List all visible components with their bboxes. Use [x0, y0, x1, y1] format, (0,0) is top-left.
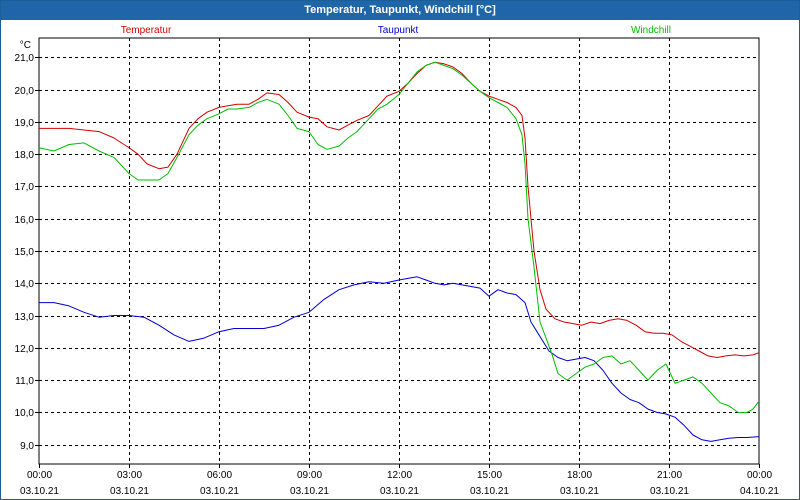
x-tick-label-date: 04.10.21 — [740, 486, 779, 497]
x-tick-label-time: 18:00 — [567, 470, 592, 481]
chart-svg: 9,0 10,0 11,0 12,0 13,0 14,0 15,0 16,0 17,0 18,0 1… — [15, 25, 780, 497]
series — [38, 61, 760, 442]
chart-title: Temperatur, Taupunkt, Windchill [°C] — [1, 1, 799, 20]
y-tick-label: 10,0 — [15, 408, 35, 419]
legend-temperatur: Temperatur — [121, 25, 172, 36]
x-tick-label-date: 03.10.21 — [470, 486, 509, 497]
x-tick-label-date: 03.10.21 — [200, 486, 239, 497]
x-tick-label-time: 21:00 — [657, 470, 682, 481]
series-line-temperatur — [39, 61, 760, 358]
legend: Temperatur Taupunkt Windchill — [121, 25, 671, 36]
y-tick-label: 12,0 — [15, 344, 35, 355]
series-line-taupunkt — [39, 276, 760, 442]
y-tick-label: 19,0 — [15, 118, 35, 129]
y-tick-label: 16,0 — [15, 215, 35, 226]
y-tick-label: 9,0 — [20, 441, 34, 452]
y-tick-label: 14,0 — [15, 279, 35, 290]
x-tick-label-time: 03:00 — [117, 470, 142, 481]
y-tick-label: 15,0 — [15, 247, 35, 258]
axes: 9,0 10,0 11,0 12,0 13,0 14,0 15,0 16,0 17,0 18,0 1… — [15, 40, 780, 497]
x-tick-label-time: 00:00 — [27, 470, 52, 481]
x-tick-label-date: 03.10.21 — [290, 486, 329, 497]
y-tick-label: 11,0 — [15, 376, 34, 387]
grid — [38, 37, 760, 465]
x-tick-label-time: 15:00 — [477, 470, 502, 481]
legend-taupunkt: Taupunkt — [378, 25, 419, 36]
series-line-windchill — [38, 61, 760, 413]
x-tick-label-date: 03.10.21 — [560, 486, 599, 497]
y-tick-label: 18,0 — [15, 150, 35, 161]
y-tick-label: 21,0 — [15, 53, 35, 64]
x-tick-label-date: 03.10.21 — [380, 486, 419, 497]
x-tick-label-date: 03.10.21 — [20, 486, 59, 497]
x-tick-label-time: 09:00 — [297, 470, 322, 481]
x-tick-label-time: 12:00 — [387, 470, 412, 481]
x-tick-label-time: 00:00 — [747, 470, 772, 481]
y-tick-label: 13,0 — [15, 312, 35, 323]
y-tick-label: 17,0 — [15, 182, 35, 193]
x-tick-label-date: 03.10.21 — [110, 486, 149, 497]
x-tick-label-date: 03.10.21 — [650, 486, 689, 497]
legend-windchill: Windchill — [631, 25, 671, 36]
x-tick-label-time: 06:00 — [207, 470, 232, 481]
y-tick-label: 20,0 — [15, 86, 35, 97]
y-axis-label: °C — [20, 40, 31, 51]
